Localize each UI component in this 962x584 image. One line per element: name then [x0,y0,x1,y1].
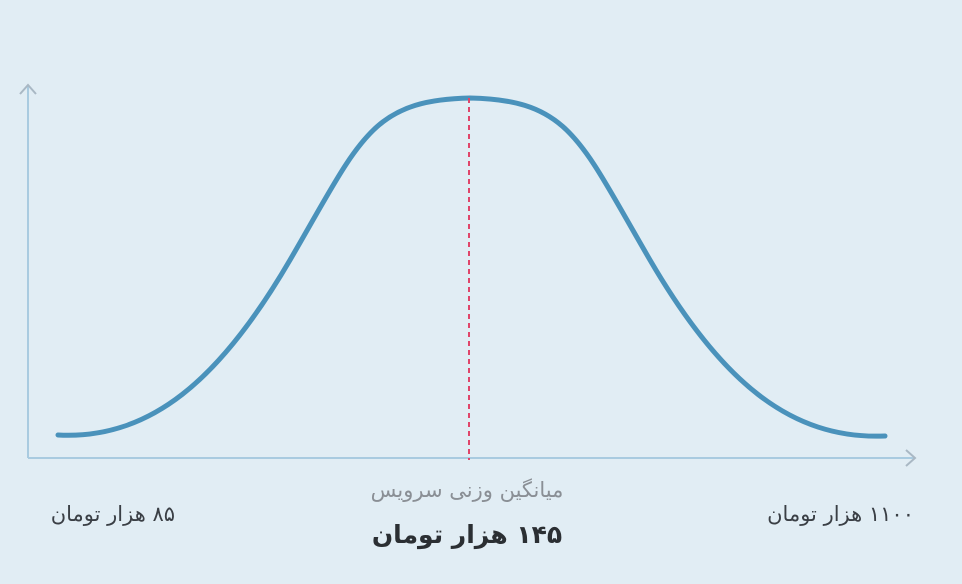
max-label: ۱۱۰۰ هزار تومان [767,502,914,526]
average-caption: میانگین وزنی سرویس [370,478,564,502]
min-label: ۸۵ هزار تومان [50,502,175,526]
average-value: ۱۴۵ هزار تومان [371,520,563,549]
y-axis-arrow [19,83,37,95]
bell-curve [55,95,888,439]
x-axis-arrow [905,449,917,467]
